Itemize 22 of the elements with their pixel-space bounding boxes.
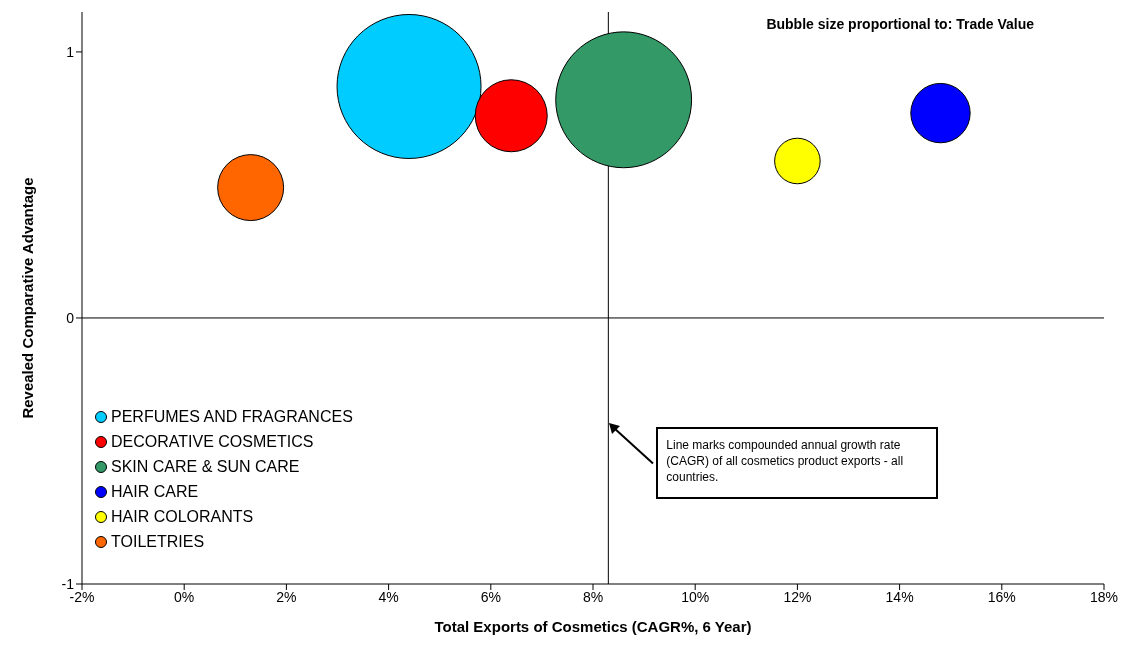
x-tick-label: 16%	[987, 588, 1016, 605]
x-tick-label: 6%	[480, 588, 501, 605]
y-tick-label: 1	[66, 43, 75, 60]
x-tick-label: 10%	[681, 588, 710, 605]
x-axis-title: Total Exports of Cosmetics (CAGR%, 6 Year)	[434, 618, 752, 635]
legend-label: PERFUMES AND FRAGRANCES	[111, 407, 353, 426]
x-tick-label: 18%	[1089, 588, 1119, 605]
x-tick-label: 14%	[885, 588, 914, 605]
y-tick-label: 0	[66, 309, 75, 326]
x-tick-label: 12%	[783, 588, 812, 605]
legend-label: HAIR COLORANTS	[111, 507, 254, 526]
x-tick-label: 2%	[276, 588, 297, 605]
x-tick-label: 8%	[582, 588, 604, 605]
x-tick-label: 4%	[378, 588, 399, 605]
legend-label: SKIN CARE & SUN CARE	[111, 457, 300, 476]
ref-line-label: Line marks compounded annual growth rate (CAGR) of all cosmetics product exports - all countries.	[656, 426, 939, 499]
legend-label: HAIR CARE	[111, 482, 199, 501]
legend-label: DECORATIVE COSMETICS	[111, 432, 314, 451]
legend-label: TOILETRIES	[111, 532, 205, 551]
x-tick-label: 0%	[174, 588, 195, 605]
annotation: Bubble size proportional to: Trade Value	[766, 16, 1034, 32]
y-axis-title: Revealed Comparative Advantage	[19, 177, 37, 419]
